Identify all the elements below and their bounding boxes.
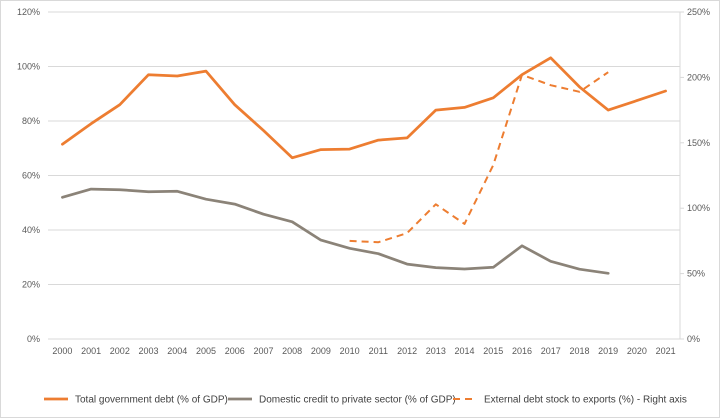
x-tick-label: 2017 [541,346,561,356]
x-axis-ticks: 2000 2001 2002 2003 2004 2005 2006 2007 2008 2009… [52,346,675,356]
x-tick-label: 2000 [52,346,72,356]
x-tick-label: 2004 [167,346,187,356]
right-tick-label: 0% [687,334,700,344]
gridlines [48,11,680,340]
x-tick-label: 2012 [397,346,417,356]
x-tick-label: 2014 [455,346,475,356]
legend-label-3: External debt stock to exports (%) - Rig… [484,395,687,406]
x-tick-label: 2003 [139,346,159,356]
x-tick-label: 2001 [81,346,101,356]
left-tick-label: 80% [22,116,40,126]
left-tick-label: 60% [22,171,40,181]
series-line-1 [61,56,667,160]
right-tick-label: 50% [687,269,705,279]
x-tick-label: 2006 [225,346,245,356]
x-tick-label: 2015 [483,346,503,356]
x-tick-label: 2020 [627,346,647,356]
x-tick-label: 2016 [512,346,532,356]
x-tick-label: 2019 [598,346,618,356]
right-tick-label: 150% [687,138,710,148]
x-tick-label: 2007 [253,346,273,356]
series-lines [61,56,667,275]
x-tick-label: 2009 [311,346,331,356]
left-axis-ticks: 0% 20% 40% 60% 80% 100% 120% [17,7,40,344]
left-tick-label: 120% [17,7,40,17]
x-tick-label: 2002 [110,346,130,356]
x-tick-label: 2018 [569,346,589,356]
x-tick-label: 2008 [282,346,302,356]
right-tick-label: 250% [687,7,710,17]
right-axis-ticks: 0% 50% 100% 150% 200% 250% [679,7,710,344]
left-tick-label: 100% [17,62,40,72]
x-tick-label: 2005 [196,346,216,356]
x-tick-label: 2011 [369,346,388,356]
legend: Total government debt (% of GDP) Domestic… [44,395,687,406]
series-line-3 [349,71,609,244]
legend-label-1: Total government debt (% of GDP) [75,395,228,406]
right-tick-label: 100% [687,203,710,213]
legend-label-2: Domestic credit to private sector (% of … [259,395,456,406]
left-tick-label: 20% [22,280,40,290]
x-tick-label: 2021 [656,346,676,356]
left-tick-label: 0% [27,334,40,344]
right-tick-label: 200% [687,72,710,82]
x-tick-label: 2013 [426,346,446,356]
left-tick-label: 40% [22,225,40,235]
x-tick-label: 2010 [340,346,360,356]
series-line-2 [61,187,610,275]
